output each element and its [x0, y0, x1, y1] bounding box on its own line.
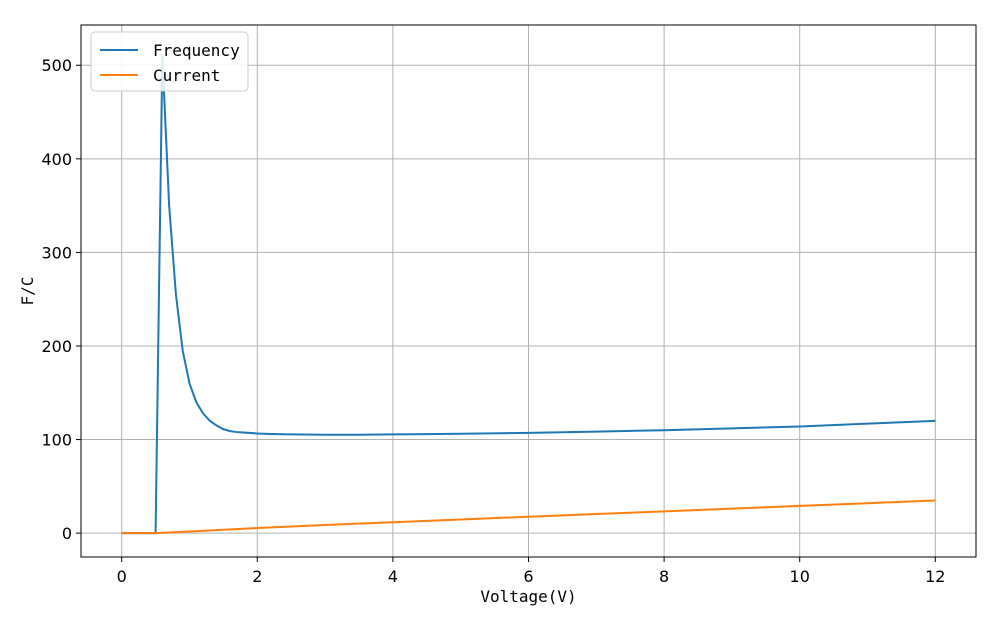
x-tick-label: 12: [925, 567, 945, 586]
x-tick-label: 0: [117, 567, 127, 586]
x-tick-label: 2: [252, 567, 262, 586]
x-tick-label: 8: [659, 567, 669, 586]
x-tick-label: 4: [388, 567, 398, 586]
y-tick-label: 0: [62, 524, 72, 543]
grid: [81, 25, 976, 557]
x-axis-label: Voltage(V): [480, 587, 576, 606]
y-axis: 0 100 200 300 400 500: [41, 56, 81, 543]
y-tick-label: 400: [41, 150, 72, 169]
legend-label-frequency: Frequency: [153, 41, 240, 60]
x-tick-label: 10: [790, 567, 810, 586]
y-tick-label: 300: [41, 243, 72, 262]
series-group: [121, 54, 936, 535]
y-axis-label: F/C: [18, 277, 37, 306]
legend-label-current: Current: [153, 66, 220, 85]
x-tick-label: 6: [523, 567, 533, 586]
legend: Frequency Current: [90, 31, 249, 92]
legend-box: [90, 31, 249, 92]
y-tick-label: 100: [41, 431, 72, 450]
y-tick-label: 500: [41, 56, 72, 75]
x-axis: 0 2 4 6 8 10 12: [117, 557, 945, 586]
series-line-current: [121, 499, 936, 535]
series-line-frequency: [121, 54, 936, 535]
y-tick-label: 200: [41, 337, 72, 356]
